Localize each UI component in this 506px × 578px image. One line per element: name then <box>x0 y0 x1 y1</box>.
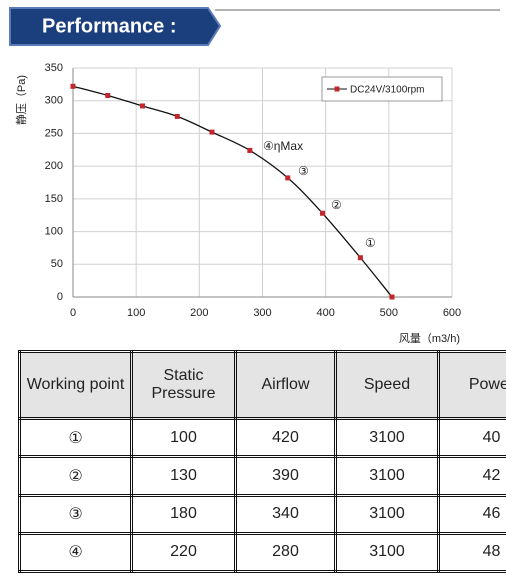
point-marker <box>285 175 291 181</box>
table-cell: ② <box>18 455 133 497</box>
x-tick-label: 300 <box>253 307 271 319</box>
header-title: Performance : <box>42 15 177 37</box>
header-row: Working point Static Pressure Airflow Speed… <box>18 350 506 420</box>
table-cell: 42 <box>437 455 506 497</box>
table-row: ④ 220 280 3100 48 <box>18 531 506 574</box>
table-cell: 3100 <box>334 416 440 459</box>
y-tick-label: 350 <box>45 62 63 74</box>
table-cell: 180 <box>130 493 237 535</box>
annotation: ① <box>365 236 376 250</box>
table-row: ② 130 390 3100 42 <box>18 455 506 497</box>
table-cell: 46 <box>437 493 506 535</box>
table-cell: 280 <box>234 531 337 574</box>
table-cell: ① <box>18 416 133 459</box>
x-tick-label: 200 <box>190 307 208 319</box>
header-banner <box>9 7 222 46</box>
table-cell: 220 <box>130 531 237 574</box>
x-tick-label: 500 <box>380 307 398 319</box>
y-tick-label: 300 <box>45 95 63 107</box>
x-axis-label: 风量（m3/h) <box>399 332 460 345</box>
chart: Performance : 静压（Pa) 风量（m3/h) 0 50 100 150 2… <box>9 7 500 345</box>
table-cell: ④ <box>18 531 133 574</box>
header-cell: Speed <box>334 350 440 420</box>
y-tick-label: 250 <box>45 127 63 139</box>
table-cell: ③ <box>18 493 133 535</box>
table-cell: 100 <box>130 416 237 459</box>
table-cell: 420 <box>234 416 337 459</box>
annotation: ② <box>331 198 342 212</box>
table-cell: 340 <box>234 493 337 535</box>
table: Working point Static Pressure Airflow Speed… <box>18 350 506 574</box>
point-marker <box>320 210 326 216</box>
y-tick-label: 50 <box>51 258 63 270</box>
header-cell: Power <box>437 350 506 420</box>
point-marker <box>105 92 111 98</box>
header-cell: Static Pressure <box>130 350 237 420</box>
header-cell: Airflow <box>234 350 337 420</box>
table-cell: 40 <box>437 416 506 459</box>
annotation: ④ηMax <box>263 139 303 153</box>
legend-marker <box>334 86 340 92</box>
point-marker <box>247 147 253 153</box>
point-marker <box>70 83 76 89</box>
header-cell: Working point <box>18 350 133 420</box>
point-marker <box>209 129 215 135</box>
point-marker <box>357 255 363 261</box>
x-tick-label: 400 <box>316 307 334 319</box>
table-cell: 3100 <box>334 455 440 497</box>
series-line <box>72 85 393 298</box>
table-row: ③ 180 340 3100 46 <box>18 493 506 535</box>
y-tick-label: 0 <box>57 291 63 303</box>
table-cell: 3100 <box>334 493 440 535</box>
y-tick-label: 150 <box>45 193 63 205</box>
table-cell: 48 <box>437 531 506 574</box>
point-marker <box>389 294 395 300</box>
annotation: ③ <box>298 164 309 178</box>
x-tick-label: 600 <box>443 307 461 319</box>
point-marker <box>139 103 145 109</box>
x-tick-label: 100 <box>127 307 145 319</box>
y-axis-label: 静压（Pa) <box>14 75 28 125</box>
table-row: ① 100 420 3100 40 <box>18 416 506 459</box>
table-cell: 130 <box>130 455 237 497</box>
table-cell: 390 <box>234 455 337 497</box>
y-tick-label: 100 <box>45 225 63 237</box>
table-cell: 3100 <box>334 531 440 574</box>
point-marker <box>174 113 180 119</box>
y-tick-label: 200 <box>45 160 63 172</box>
legend-label: DC24V/3100rpm <box>350 85 424 96</box>
x-tick-label: 0 <box>70 307 76 319</box>
